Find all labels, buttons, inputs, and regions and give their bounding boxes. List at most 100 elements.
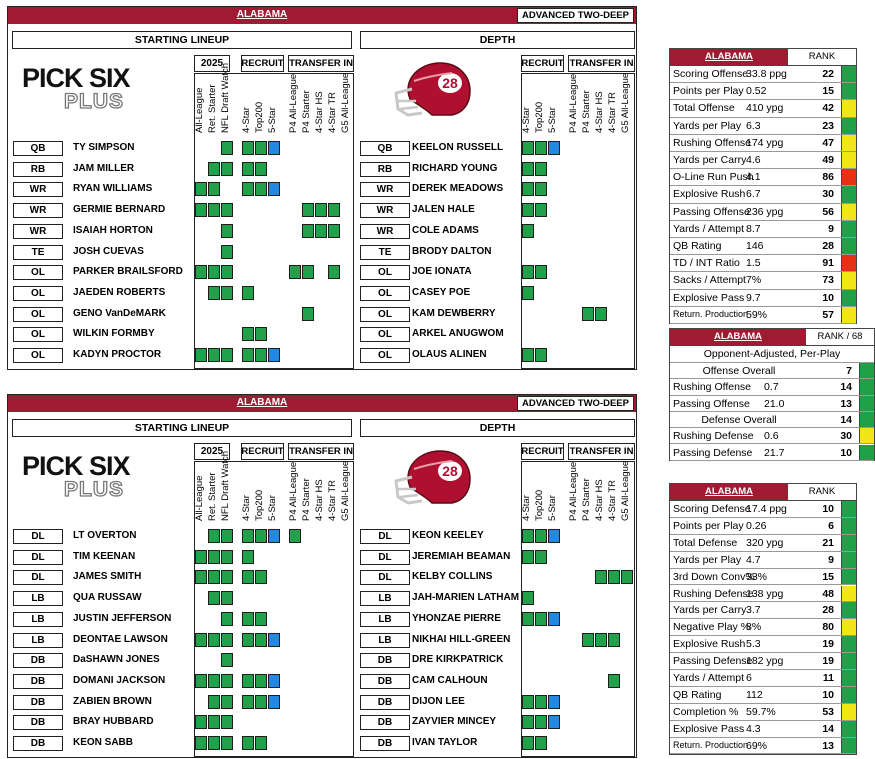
defense-starter-mark: [268, 529, 280, 543]
defense-starter-mark: [242, 632, 254, 647]
defense-starter-mark: [221, 694, 233, 709]
offense-starting-lineup-header: STARTING LINEUP: [12, 31, 352, 49]
adj-stats-rank-color: [859, 428, 874, 444]
off-stats-row: TD / INT Ratio 1.5 91: [670, 255, 856, 273]
off-stats-row-value: 410 ypg: [746, 102, 784, 115]
offense-starter-mark: [221, 141, 233, 155]
def-stats-team: ALABAMA: [670, 484, 788, 500]
def-stats-row-label: Negative Play %: [673, 621, 751, 634]
defense-starter-mark: [255, 694, 267, 709]
offense-depth-recruit-header: RECRUIT: [521, 55, 564, 72]
helmet-number: 28: [442, 75, 458, 91]
defense-col-label: G5 All-League: [340, 460, 351, 521]
offense-starter-pos: OL: [13, 327, 63, 343]
off-stats-row-value: 6.7: [746, 188, 761, 201]
offense-depth-mark: [535, 203, 547, 218]
defense-recruit-header: RECRUIT: [241, 443, 284, 460]
offense-starter-mark: [195, 182, 207, 197]
offense-starter-mark: [242, 141, 254, 155]
off-stats-rank-color: [841, 117, 856, 134]
off-stats-row-label: Return. Production: [673, 308, 749, 319]
defense-depth-mark: [535, 529, 547, 543]
adj-stats-row-value: 21.7: [764, 446, 785, 459]
defense-starter-name: JAMES SMITH: [73, 571, 142, 583]
offense-depth-mark: [522, 182, 534, 197]
offense-col-label: P4 Starter: [301, 90, 312, 133]
offense-depth-mark: [548, 141, 560, 155]
def-stats-row-rank: 53: [822, 705, 834, 718]
defense-depth-name: ZAYVIER MINCEY: [412, 716, 497, 728]
offense-starter-name: GERMIE BERNARD: [73, 204, 166, 216]
def-stats-rank-color: [841, 670, 856, 686]
defense-depth-pos: DL: [360, 549, 410, 565]
def-stats-row-label: Yards per Carry: [673, 604, 747, 617]
offense-logo: PICK SIX PLUS: [22, 63, 182, 114]
defense-starter-pos: LB: [13, 611, 63, 627]
off-stats-row-value: 33.8 ppg: [746, 68, 787, 80]
def-stats-row-value: 69%: [746, 739, 768, 752]
offense-starter-mark: [328, 223, 340, 238]
def-stats-row-value: 6: [746, 672, 752, 684]
offense-starter-mark: [221, 223, 233, 238]
offense-starter-mark: [328, 265, 340, 280]
def-stats-row: 3rd Down Conv% 33% 15: [670, 568, 856, 586]
off-stats-row-value: 236 ypg: [746, 205, 784, 218]
def-stats-row: Scoring Defense 17.4 ppg 10: [670, 501, 856, 518]
off-stats-header: ALABAMA RANK: [670, 49, 856, 66]
def-stats-row-rank: 10: [822, 503, 834, 515]
offense-starter-mark: [208, 265, 220, 280]
off-stats-row-rank: 23: [822, 119, 834, 132]
defense-logo-top: PICK SIX: [22, 451, 131, 481]
off-stats-row-value: 146: [746, 240, 764, 252]
off-stats-row-value: 4.1: [746, 171, 761, 184]
adj-stats-subtitle: Opponent-Adjusted, Per-Play: [670, 346, 874, 363]
off-stats-row-rank: 57: [822, 308, 834, 321]
defense-depth-mark: [621, 570, 633, 585]
defense-starter-mark: [208, 591, 220, 606]
def-stats-row: Yards per Carry 3.7 28: [670, 602, 856, 620]
off-stats-row: Passing Offense 236 ypg 56: [670, 203, 856, 221]
offense-starter-name: JAM MILLER: [73, 162, 135, 174]
def-stats-row-value: 3.7: [746, 604, 761, 617]
adj-stats-row: Rushing Offense 0.7 14: [670, 379, 874, 396]
offense-col-label: 4-Star HS: [314, 91, 325, 133]
offense-starter-pos: RB: [13, 161, 63, 177]
defense-starter-mark: [195, 673, 207, 688]
offense-depth-name: JALEN HALE: [412, 204, 475, 216]
defense-depth-name: NIKHAI HILL-GREEN: [412, 633, 511, 645]
defense-starter-name: DEONTAE LAWSON: [73, 633, 168, 645]
defense-depth-mark: [595, 632, 607, 647]
off-stats-row-label: Total Offense: [673, 102, 735, 115]
defense-depth-pos: DB: [360, 736, 410, 751]
offense-col-label: NFL Draft Watch: [220, 62, 231, 133]
defense-starter-mark: [255, 529, 267, 543]
def-stats-row: Points per Play 0.26 6: [670, 517, 856, 535]
defense-starter-name: TIM KEENAN: [73, 550, 136, 562]
def-stats-row-value: 4.3: [746, 722, 761, 735]
defense-starter-mark: [208, 632, 220, 647]
def-stats-rank-color: [841, 501, 856, 517]
helmet-icon: 28: [394, 450, 471, 505]
def-stats-row: Yards / Attempt 6 11: [670, 670, 856, 687]
defense-year-header: 2025: [194, 443, 230, 460]
def-stats-rank-color: [841, 551, 856, 568]
off-stats-row-value: 6.3: [746, 119, 761, 132]
defense-depth-pos: LB: [360, 611, 410, 627]
off-stats-row-rank: 22: [822, 68, 834, 80]
off-stats-row-rank: 9: [828, 222, 834, 235]
adj-stats-row-rank: 13: [840, 397, 852, 410]
defense-depth-pos: DL: [360, 570, 410, 586]
defense-depth-mark: [548, 715, 560, 730]
off-stats-row: Points per Play 0.52 15: [670, 83, 856, 101]
offense-starter-mark: [255, 327, 267, 342]
defense-depth-mark: [608, 632, 620, 647]
offense-starter-name: PARKER BRAILSFORD: [73, 266, 183, 278]
off-stats-row: Total Offense 410 ypg 42: [670, 100, 856, 118]
defense-starter-mark: [221, 736, 233, 750]
defense-starter-name: DOMANI JACKSON: [73, 674, 166, 686]
defense-starter-mark: [208, 694, 220, 709]
offense-depth-mark: [535, 265, 547, 280]
adj-stats-row: Passing Defense 21.7 10: [670, 444, 874, 461]
def-stats-row-label: Explosive Rush: [673, 638, 746, 651]
defense-depth-mark: [522, 694, 534, 709]
